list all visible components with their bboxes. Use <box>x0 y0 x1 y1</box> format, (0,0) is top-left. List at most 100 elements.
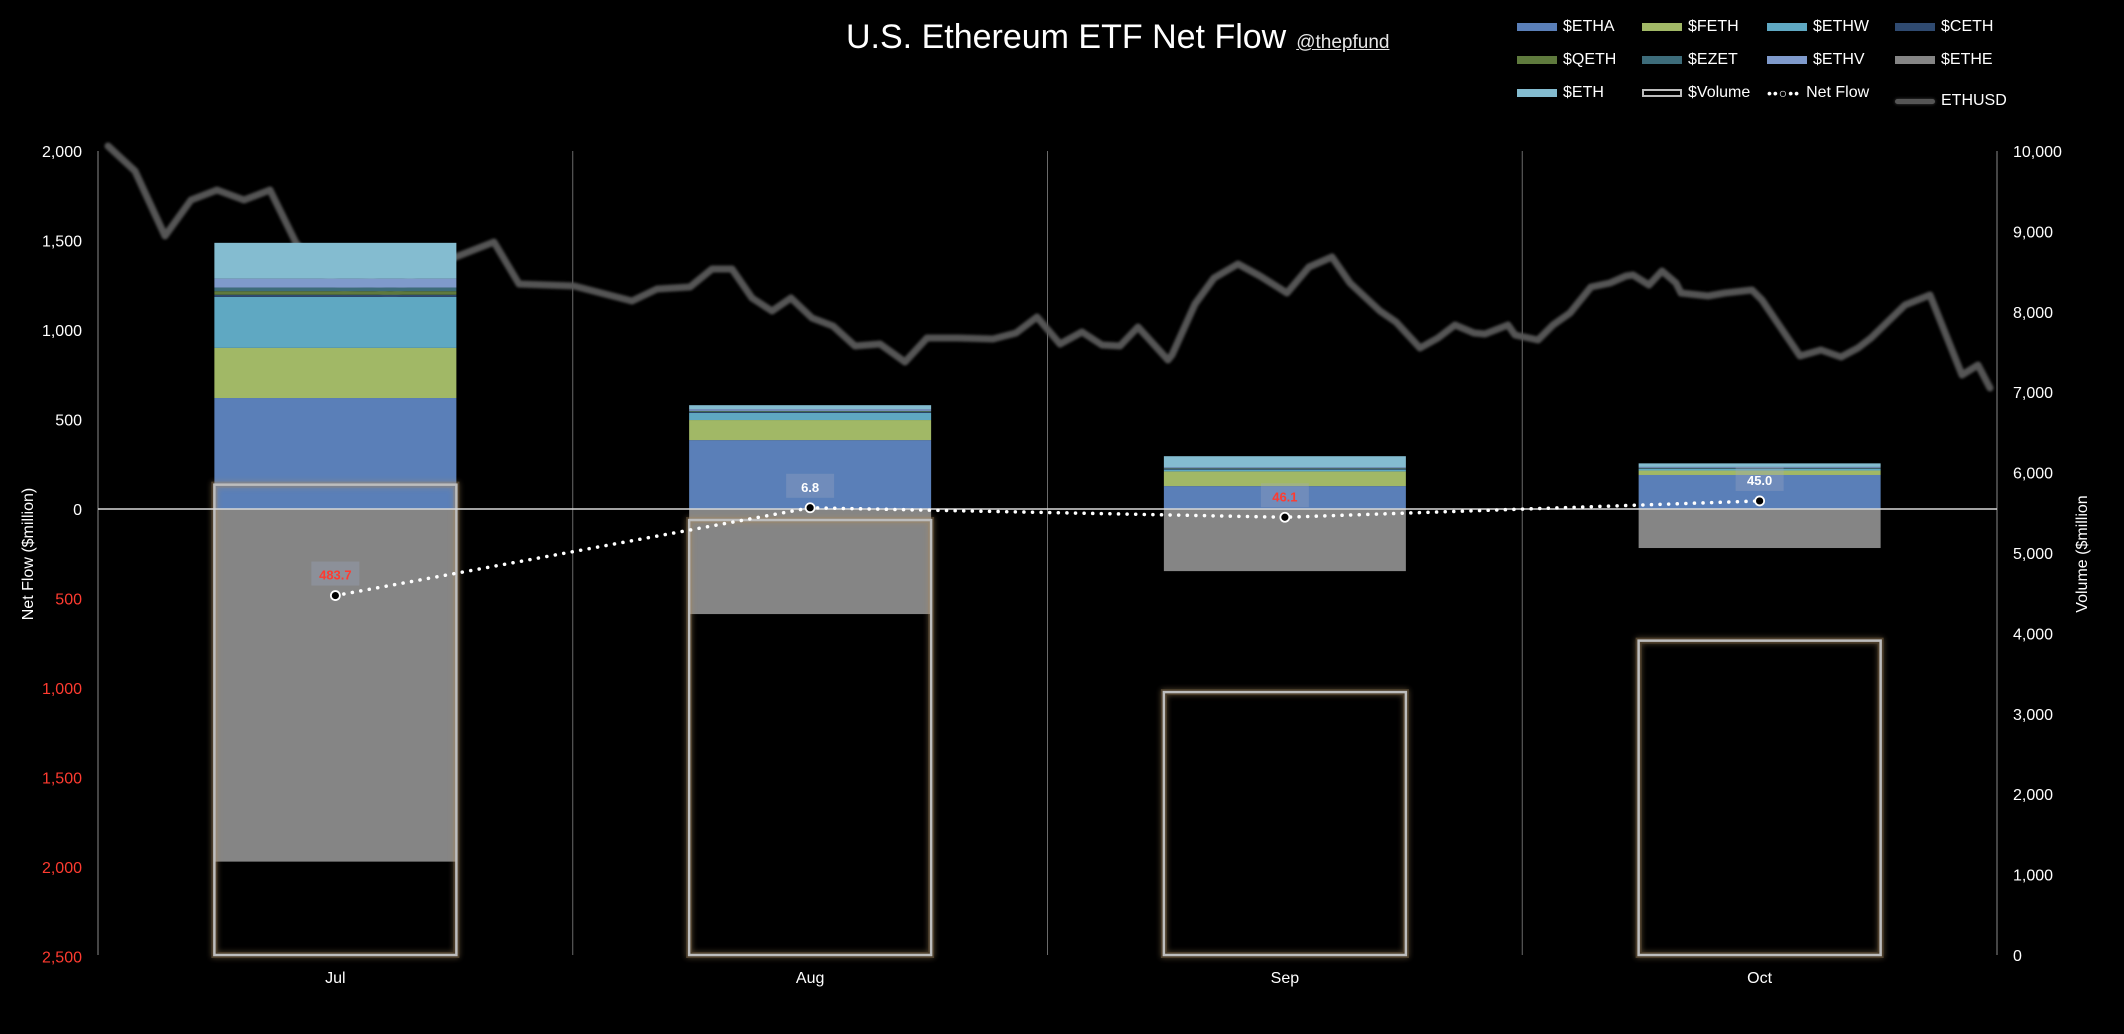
legend-outline-swatch <box>1642 89 1682 97</box>
right-axis-tick-label: 0 <box>2013 948 2022 965</box>
bar-segment-ceth <box>214 294 457 297</box>
x-axis-category-label: Oct <box>1747 970 1772 987</box>
legend-dotted-marker-icon: ••○•• <box>1767 85 1801 101</box>
left-axis-tick-label: 2,000 <box>42 144 82 161</box>
right-axis-tick-label: 9,000 <box>2013 224 2053 241</box>
legend-item-etha[interactable]: $ETHA <box>1517 18 1615 36</box>
bar-segment-ezet <box>1163 468 1406 469</box>
bar-segment-etha <box>214 398 457 509</box>
right-axis-title: Volume ($million <box>2074 495 2091 612</box>
legend-swatch <box>1517 23 1557 31</box>
net-flow-data-label: 6.8 <box>801 480 819 495</box>
net-flow-marker <box>1754 495 1766 507</box>
legend-swatch <box>1895 23 1935 31</box>
volume-bar-glow <box>1635 637 1884 958</box>
bar-segment-qeth <box>1163 468 1406 470</box>
net-flow-label-box <box>311 561 360 586</box>
net-flow-data-label: 45.0 <box>1747 473 1772 488</box>
legend-label: Net Flow <box>1806 84 1870 101</box>
bar-segment-ethe <box>689 509 932 615</box>
bar-segment-eth <box>214 242 457 279</box>
bar-segment-eth <box>1163 456 1406 468</box>
legend-swatch <box>1767 56 1807 64</box>
net-flow-line <box>333 499 1762 598</box>
legend-label: $QETH <box>1563 51 1617 68</box>
right-axis-tick-label: 5,000 <box>2013 546 2053 563</box>
bar-segment-ethv <box>1163 467 1406 469</box>
left-axis-tick-label: 1,500 <box>42 771 82 788</box>
bar-segment-qeth <box>689 411 932 412</box>
left-axis-title: Net Flow ($million) <box>20 488 37 620</box>
legend-swatch <box>1642 23 1682 31</box>
net-flow-marker <box>329 590 341 601</box>
legend-swatch <box>1517 56 1557 64</box>
bar-segment-ethv <box>689 409 932 411</box>
ethusd-line <box>104 142 1994 392</box>
legend-item-volume[interactable]: $Volume <box>1642 84 1750 102</box>
legend-item-ethw[interactable]: $ETHW <box>1767 18 1869 36</box>
bar-segment-ceth <box>1163 468 1406 470</box>
bar-segment-ethw <box>214 296 457 348</box>
left-axis-tick-label: 500 <box>55 592 82 609</box>
legend-item-net-flow[interactable]: ••○•• Net Flow <box>1767 84 1869 102</box>
volume-bar <box>213 483 458 957</box>
left-axis-tick-label: 1,500 <box>42 234 82 251</box>
bar-segment-ezet <box>214 287 457 292</box>
volume-bar <box>1637 639 1882 957</box>
legend-item-ceth[interactable]: $CETH <box>1895 18 1993 36</box>
legend-swatch <box>1642 56 1682 64</box>
x-axis-category-label: Sep <box>1271 970 1300 987</box>
bar-segment-etha <box>689 440 932 509</box>
legend-label: $FETH <box>1688 18 1739 35</box>
net-flow-dotted-line: 483.7 6.8 46.1 45.0 <box>311 466 1784 601</box>
legend-label: $ETHE <box>1941 51 1993 68</box>
legend-label: $ETHA <box>1563 18 1615 35</box>
legend-label: $EZET <box>1688 51 1738 68</box>
legend-item-feth[interactable]: $FETH <box>1642 18 1739 36</box>
bar-segment-ethe <box>214 509 457 862</box>
stacked-net-flow-bars <box>214 242 1881 862</box>
left-axis-tick-label: 2,500 <box>42 950 82 967</box>
bar-segment-ethv <box>1638 466 1881 468</box>
bar-segment-ezet <box>689 410 932 412</box>
legend-item-ezet[interactable]: $EZET <box>1642 51 1738 69</box>
left-axis-tick-label: 1,000 <box>42 681 82 698</box>
left-axis-tick-label: 0 <box>73 502 82 519</box>
legend-item-ethv[interactable]: $ETHV <box>1767 51 1865 69</box>
legend-label: $ETHW <box>1813 18 1869 35</box>
ethusd-price-line <box>104 142 1994 392</box>
axes: 2,000 1,500 1,000 500 0 500 1,000 1,500 2,000 2,5… <box>20 144 2091 987</box>
x-axis-category-label: Aug <box>796 970 824 987</box>
left-axis-tick-label: 2,000 <box>42 860 82 877</box>
right-axis-tick-label: 1,000 <box>2013 868 2053 885</box>
bar-segment-ceth <box>689 411 932 413</box>
left-axis-tick-label: 1,000 <box>42 323 82 340</box>
legend-label: ETHUSD <box>1941 92 2007 109</box>
net-flow-label-box <box>1735 466 1784 491</box>
legend-line-swatch <box>1895 98 1935 104</box>
bar-segment-qeth <box>214 291 457 295</box>
legend-swatch <box>1517 89 1557 97</box>
legend-swatch <box>1895 56 1935 64</box>
net-flow-label-box <box>1260 483 1309 508</box>
bar-segment-etha <box>1163 486 1406 509</box>
legend-item-ethe[interactable]: $ETHE <box>1895 51 1993 69</box>
right-axis-tick-label: 8,000 <box>2013 305 2053 322</box>
bar-segment-ethw <box>1163 469 1406 472</box>
legend-swatch <box>1767 23 1807 31</box>
bar-segment-ethe <box>1638 509 1881 549</box>
bar-segment-eth <box>689 405 932 410</box>
legend-item-eth[interactable]: $ETH <box>1517 84 1604 102</box>
legend-item-qeth[interactable]: $QETH <box>1517 51 1616 69</box>
legend-label: $Volume <box>1688 84 1751 101</box>
chart-title-text: U.S. Ethereum ETF Net Flow <box>846 18 1287 56</box>
bar-segment-ethw <box>689 412 932 421</box>
legend-item-ethusd[interactable]: ETHUSD <box>1895 92 2007 110</box>
legend-label: $ETH <box>1563 84 1604 101</box>
volume-outline-bars <box>211 481 1884 958</box>
author-handle-link[interactable]: @thepfund <box>1296 32 1390 53</box>
volume-bar <box>687 518 933 957</box>
legend-label: $ETHV <box>1813 51 1865 68</box>
right-axis-tick-label: 2,000 <box>2013 787 2053 804</box>
